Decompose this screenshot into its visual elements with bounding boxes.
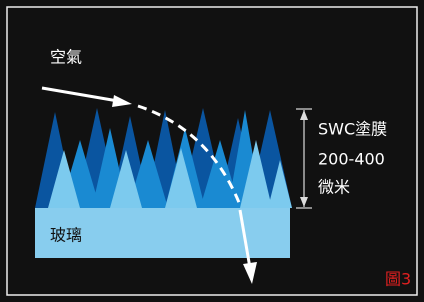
diagram: 玻璃 空氣 SWC塗膜 200-400 微米 圖3 bbox=[0, 0, 424, 302]
coating-label: SWC塗膜 bbox=[318, 120, 387, 139]
glass-label: 玻璃 bbox=[50, 226, 82, 245]
air-label: 空氣 bbox=[50, 48, 82, 67]
thickness-label: 200-400 bbox=[318, 150, 385, 169]
figure-label: 圖3 bbox=[385, 270, 411, 289]
page: 玻璃 空氣 SWC塗膜 200-400 微米 圖3 (() => { const… bbox=[0, 0, 424, 302]
unit-label: 微米 bbox=[318, 178, 350, 197]
